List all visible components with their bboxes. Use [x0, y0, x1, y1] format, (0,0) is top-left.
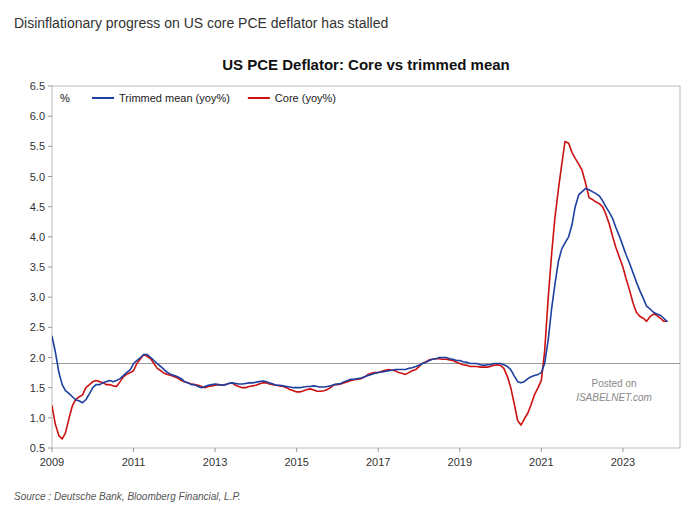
watermark: ISABELNET.com — [576, 392, 652, 403]
y-tick-label: 6.5 — [30, 80, 45, 92]
y-tick-label: 5.5 — [30, 140, 45, 152]
y-tick-label: 4.5 — [30, 201, 45, 213]
y-tick-label: 2.5 — [30, 321, 45, 333]
x-tick — [296, 448, 297, 452]
series-line — [52, 142, 667, 439]
y-tick-label: 3.5 — [30, 261, 45, 273]
legend-label: Trimmed mean (yoy%) — [119, 92, 230, 104]
y-tick — [48, 86, 52, 87]
y-tick-label: 6.0 — [30, 110, 45, 122]
y-tick — [48, 297, 52, 298]
x-tick-label: 2015 — [284, 456, 308, 468]
y-tick-label: 1.0 — [30, 412, 45, 424]
y-tick — [48, 206, 52, 207]
plot-data — [52, 142, 680, 439]
y-tick — [48, 267, 52, 268]
chart: Disinflationary progress on US core PCE … — [0, 0, 700, 520]
y-tick-label: 1.5 — [30, 382, 45, 394]
legend-label: Core (yoy%) — [275, 92, 336, 104]
x-tick — [622, 448, 623, 452]
y-tick — [48, 146, 52, 147]
plot-frame — [52, 86, 680, 448]
y-axis: 0.5 1.0 1.5 2.0 2.5 3.0 3.5 4.0 4.5 5.0 5.5 6.0 6.5 — [30, 80, 52, 454]
x-tick-label: 2017 — [366, 456, 390, 468]
x-tick — [215, 448, 216, 452]
x-axis: 2009 2011 2013 2015 2017 2019 2021 2023 — [40, 448, 635, 468]
y-tick-label: 4.0 — [30, 231, 45, 243]
title: US PCE Deflator: Core vs trimmed mean — [222, 56, 510, 73]
legend: Trimmed mean (yoy%) Core (yoy%) — [92, 92, 336, 104]
x-tick — [133, 448, 134, 452]
x-tick-label: 2019 — [448, 456, 472, 468]
watermark: Posted on — [592, 378, 637, 389]
y-tick — [48, 236, 52, 237]
y-tick-label: 0.5 — [30, 442, 45, 454]
y-tick — [48, 116, 52, 117]
headline: Disinflationary progress on US core PCE … — [14, 15, 388, 31]
y-tick — [48, 176, 52, 177]
y-tick — [48, 327, 52, 328]
legend-swatch — [92, 97, 114, 99]
y-tick — [48, 417, 52, 418]
x-tick — [459, 448, 460, 452]
x-tick-label: 2009 — [40, 456, 64, 468]
source: Source : Deutsche Bank, Bloomberg Financ… — [14, 491, 241, 502]
x-tick-label: 2023 — [611, 456, 635, 468]
y-tick-label: 3.0 — [30, 291, 45, 303]
legend-swatch — [248, 97, 270, 99]
y-axis-label: % — [60, 92, 70, 104]
x-tick-label: 2021 — [529, 456, 553, 468]
series-line — [52, 189, 667, 403]
x-tick — [541, 448, 542, 452]
x-tick-label: 2011 — [122, 456, 146, 468]
y-tick — [48, 387, 52, 388]
reference-line — [52, 363, 680, 364]
x-tick — [52, 448, 53, 452]
x-tick — [378, 448, 379, 452]
y-tick-label: 5.0 — [30, 171, 45, 183]
y-tick — [48, 448, 52, 449]
y-tick-label: 2.0 — [30, 352, 45, 364]
y-tick — [48, 357, 52, 358]
x-tick-label: 2013 — [203, 456, 227, 468]
